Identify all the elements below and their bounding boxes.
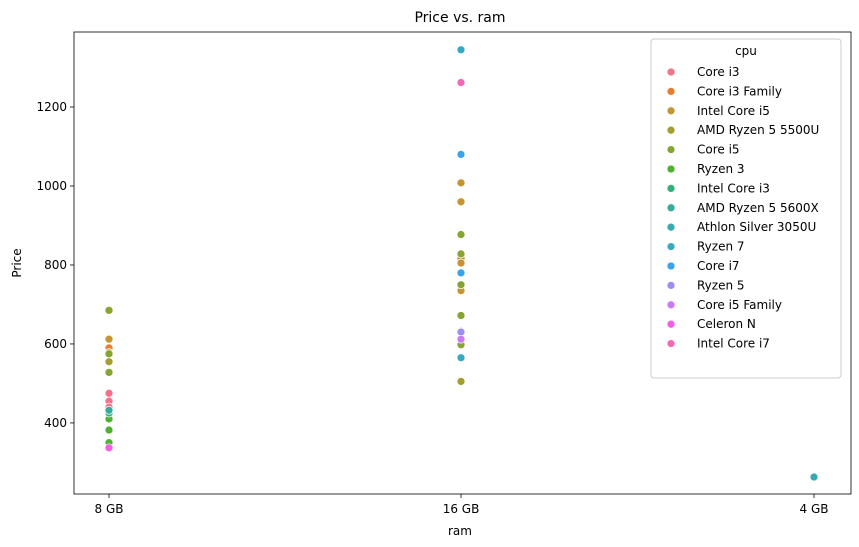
legend-marker [666, 164, 676, 174]
legend-items: Core i3 Core i3 Family Intel Core i5 AMD Ry… [666, 65, 819, 351]
data-point [104, 368, 114, 377]
legend-marker [666, 300, 676, 310]
legend-marker [666, 242, 676, 251]
y-tick-label: 800 [44, 258, 67, 272]
data-point [104, 388, 114, 398]
legend-entry-label: Intel Core i3 [697, 181, 770, 195]
data-point [456, 230, 466, 239]
legend-entry-label: AMD Ryzen 5 5600X [697, 201, 819, 215]
legend-entry-label: Intel Core i7 [697, 337, 770, 351]
data-point [104, 349, 114, 359]
x-tick-label: 4 GB [800, 502, 829, 516]
plot-area-border [73, 31, 852, 495]
data-point [104, 306, 114, 315]
y-tick-label: 1200 [36, 100, 67, 114]
legend-entry-label: Celeron N [697, 317, 756, 331]
legend-marker [666, 87, 676, 96]
legend-title: cpu [735, 44, 757, 58]
plot-frame [73, 31, 852, 495]
data-point [456, 377, 466, 386]
legend-marker [666, 125, 676, 135]
data-point [456, 150, 466, 159]
data-point [456, 268, 466, 278]
y-axis-ticks: 400 600 800 1000 1200 [36, 100, 74, 430]
legend-entry-label: Ryzen 3 [697, 162, 745, 176]
legend-entry-label: Core i5 [697, 143, 740, 157]
legend-marker [666, 222, 676, 232]
data-point [809, 472, 819, 482]
legend-box [650, 38, 842, 379]
data-point [456, 334, 466, 344]
data-point [456, 258, 466, 268]
data-point [456, 78, 466, 87]
data-point [456, 45, 466, 55]
data-point [104, 334, 114, 344]
legend-entry-label: Core i7 [697, 259, 740, 273]
data-point [456, 178, 466, 188]
x-axis-ticks: 8 GB 16 GB 4 GB [95, 494, 829, 516]
legend-marker [666, 184, 676, 193]
data-point [104, 425, 114, 435]
legend-entry-label: Core i3 [697, 65, 740, 79]
legend-marker [666, 339, 676, 348]
x-tick-label: 16 GB [443, 502, 480, 516]
legend: cpu Core i3 Core i3 Family Intel Core i5 AM… [650, 38, 842, 379]
data-point [104, 443, 114, 453]
y-tick-label: 400 [44, 416, 67, 430]
data-point [104, 405, 114, 415]
data-points [104, 45, 819, 482]
y-tick-label: 600 [44, 337, 67, 351]
chart-title: Price vs. ram [414, 10, 505, 26]
legend-entry-label: Core i3 Family [697, 84, 782, 98]
data-point [104, 357, 114, 367]
legend-entry-label: Athlon Silver 3050U [697, 220, 816, 234]
legend-entry-label: Core i5 Family [697, 298, 782, 312]
x-axis-label: ram [448, 524, 472, 538]
x-tick-label: 8 GB [95, 502, 124, 516]
data-point [456, 280, 466, 290]
legend-marker [666, 261, 676, 271]
legend-marker [666, 203, 676, 213]
data-point [456, 249, 466, 259]
legend-marker [666, 145, 676, 154]
legend-entry-label: Intel Core i5 [697, 104, 770, 118]
data-point [456, 311, 466, 320]
legend-entry-label: Ryzen 5 [697, 278, 745, 292]
legend-entry-label: Ryzen 7 [697, 240, 745, 254]
legend-marker [666, 106, 676, 116]
data-point [456, 197, 466, 207]
legend-marker [666, 67, 676, 77]
legend-marker [666, 281, 676, 290]
data-point [456, 353, 466, 363]
y-tick-label: 1000 [36, 179, 67, 193]
y-axis-label: Price [10, 248, 24, 277]
legend-marker [666, 319, 676, 329]
legend-entry-label: AMD Ryzen 5 5500U [697, 123, 819, 137]
